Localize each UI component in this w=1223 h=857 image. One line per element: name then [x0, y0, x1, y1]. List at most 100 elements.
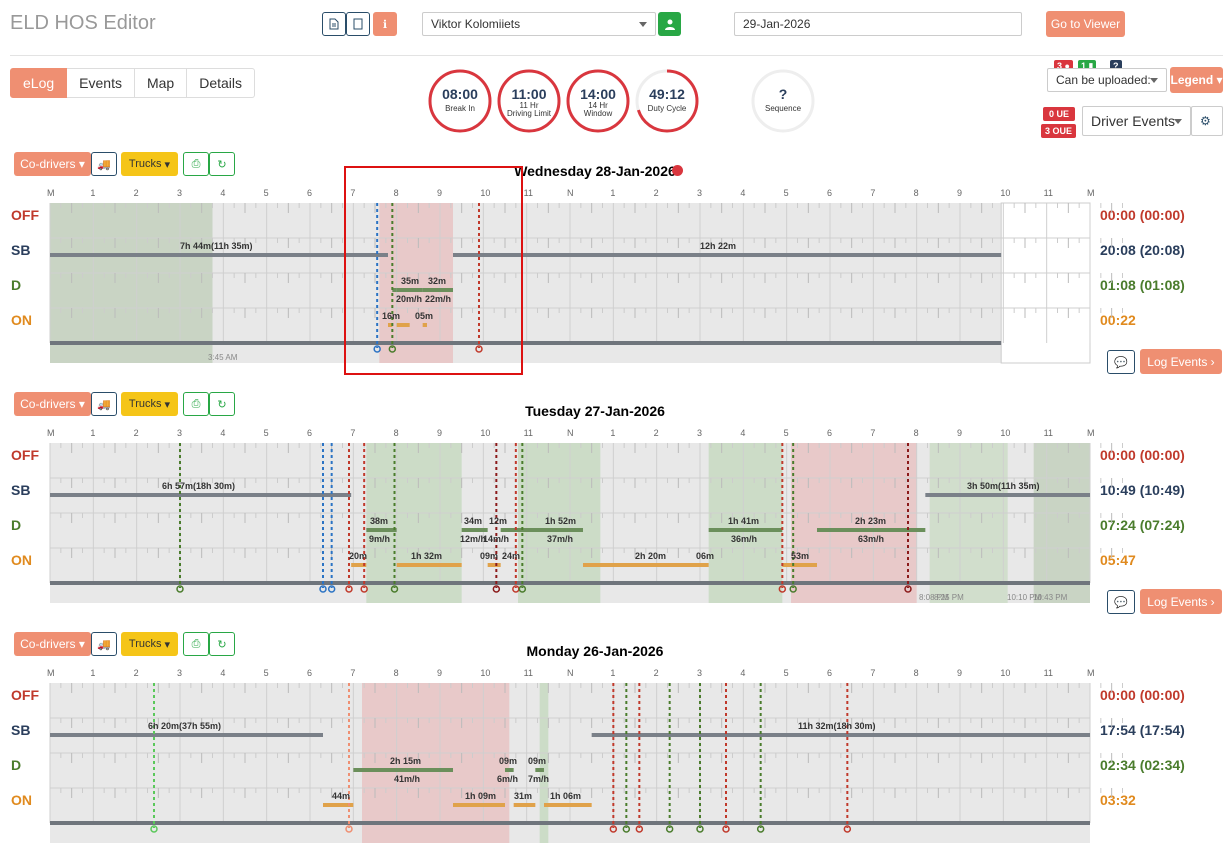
- tab-elog[interactable]: eLog: [10, 68, 68, 98]
- hour-label: 6: [307, 428, 313, 438]
- gauge-sub2: Window: [583, 109, 613, 118]
- truck-icon-button[interactable]: 🚚: [91, 152, 117, 176]
- document-icon-button[interactable]: [322, 12, 346, 36]
- hour-label: 3: [177, 428, 183, 438]
- note-icon: [353, 18, 363, 30]
- status-total-d: 01:08 (01:08): [1100, 277, 1185, 293]
- co-drivers-button[interactable]: Co-drivers ▾: [14, 632, 91, 656]
- status-total-sb: 20:08 (20:08): [1100, 242, 1185, 258]
- log-events-button[interactable]: Log Events ›: [1140, 589, 1222, 614]
- day-title: Tuesday 27-Jan-2026: [525, 403, 665, 419]
- comment-icon: 💬: [1114, 596, 1128, 609]
- day-title: Monday 26-Jan-2026: [526, 643, 664, 659]
- print-button[interactable]: ⎙: [183, 392, 209, 416]
- co-drivers-label: Co-drivers: [20, 637, 76, 651]
- info-button[interactable]: ℹ: [373, 12, 397, 36]
- status-label-on: ON: [11, 792, 32, 808]
- segment-label: 8:08 PM: [919, 593, 949, 602]
- upload-status-label: Can be uploaded:: [1056, 73, 1151, 87]
- status-label-off: OFF: [11, 687, 39, 703]
- hour-label: M: [47, 188, 55, 198]
- tab-map[interactable]: Map: [134, 68, 188, 98]
- note-icon-button[interactable]: [346, 12, 370, 36]
- tab-details[interactable]: Details: [187, 68, 255, 98]
- log-grid[interactable]: [49, 443, 1123, 617]
- hour-label: 11: [1043, 668, 1053, 678]
- log-events-label: Log Events: [1147, 354, 1208, 369]
- hour-label: 10: [1000, 428, 1011, 438]
- event-marker-icon: [345, 585, 353, 593]
- segment-label: 10:43 PM: [1033, 593, 1068, 602]
- segment-label: 12h 22m: [700, 241, 737, 251]
- hour-label: 2: [133, 188, 139, 198]
- hour-label: 9: [957, 668, 963, 678]
- segment-label: 1h 52m: [545, 516, 577, 526]
- hour-label: 11: [1043, 188, 1053, 198]
- gauge-sub1: 14 Hr: [588, 101, 608, 110]
- tab-elog-label: eLog: [23, 75, 55, 91]
- hour-label: 1: [610, 668, 616, 678]
- print-button[interactable]: ⎙: [183, 152, 209, 176]
- truck-icon-button[interactable]: 🚚: [91, 392, 117, 416]
- print-icon: ⎙: [191, 397, 201, 410]
- legend-button[interactable]: Legend ▾: [1170, 67, 1223, 93]
- hour-label: 6: [307, 668, 313, 678]
- hour-label: 5: [783, 428, 789, 438]
- hour-label: 10: [480, 428, 491, 438]
- segment-label: 09m: [499, 756, 518, 766]
- settings-button[interactable]: ⚙: [1191, 106, 1223, 136]
- hour-label: 2: [133, 428, 139, 438]
- refresh-button[interactable]: ↻: [209, 632, 235, 656]
- tab-events[interactable]: Events: [67, 68, 135, 98]
- segment-label: 1h 41m: [728, 516, 760, 526]
- refresh-button[interactable]: ↻: [209, 392, 235, 416]
- driver-profile-button[interactable]: [658, 12, 681, 36]
- status-total-off: 00:00 (00:00): [1100, 207, 1185, 223]
- segment-label: 2h 15m: [390, 756, 422, 766]
- truck-icon-button[interactable]: 🚚: [91, 632, 117, 656]
- co-drivers-button[interactable]: Co-drivers ▾: [14, 392, 91, 416]
- driver-select[interactable]: Viktor Kolomiiets: [422, 12, 656, 36]
- hour-label: 2: [653, 428, 659, 438]
- segment-label: 12m/h: [460, 534, 487, 544]
- comment-button[interactable]: 💬: [1107, 350, 1135, 374]
- header-divider: [10, 55, 1223, 56]
- co-drivers-button[interactable]: Co-drivers ▾: [14, 152, 91, 176]
- hour-label: 9: [437, 188, 443, 198]
- hour-label: 8: [393, 668, 399, 678]
- chevron-down-icon: [1174, 119, 1182, 124]
- status-total-d: 07:24 (07:24): [1100, 517, 1185, 533]
- refresh-button[interactable]: ↻: [209, 152, 235, 176]
- status-label-d: D: [11, 277, 22, 293]
- trucks-button[interactable]: Trucks ▾: [121, 152, 178, 176]
- driver-events-select[interactable]: Driver Events: [1082, 106, 1191, 136]
- print-button[interactable]: ⎙: [183, 632, 209, 656]
- event-marker-icon: [319, 585, 327, 593]
- selection-box[interactable]: [344, 166, 523, 375]
- log-grid[interactable]: [49, 202, 1123, 377]
- segment-label: 53m: [791, 551, 810, 561]
- trucks-button[interactable]: Trucks ▾: [121, 632, 178, 656]
- comment-button[interactable]: 💬: [1107, 590, 1135, 614]
- event-marker-icon: [778, 585, 787, 593]
- segment-label: 44m: [332, 791, 351, 801]
- go-to-viewer-button[interactable]: Go to Viewer: [1046, 11, 1125, 37]
- date-input[interactable]: 29-Jan-2026: [734, 12, 1022, 36]
- hour-label: 6: [307, 188, 313, 198]
- segment-label: 09m: [480, 551, 499, 561]
- event-shade: [539, 683, 549, 843]
- log-events-button[interactable]: Log Events ›: [1140, 349, 1222, 374]
- trucks-button[interactable]: Trucks ▾: [121, 392, 178, 416]
- event-shade: [518, 443, 601, 603]
- status-total-off: 00:00 (00:00): [1100, 687, 1185, 703]
- tab-map-label: Map: [146, 75, 175, 91]
- refresh-icon: ↻: [217, 398, 227, 411]
- upload-status-select[interactable]: Can be uploaded:: [1047, 68, 1167, 92]
- status-total-on: 00:22: [1100, 312, 1136, 328]
- event-marker-icon: [176, 585, 184, 593]
- event-marker-icon: [518, 585, 527, 593]
- log-grid[interactable]: [49, 683, 1123, 857]
- hour-label: 3: [697, 668, 703, 678]
- segment-label: 8:25 PM: [934, 593, 964, 602]
- hour-label: M: [1087, 428, 1095, 438]
